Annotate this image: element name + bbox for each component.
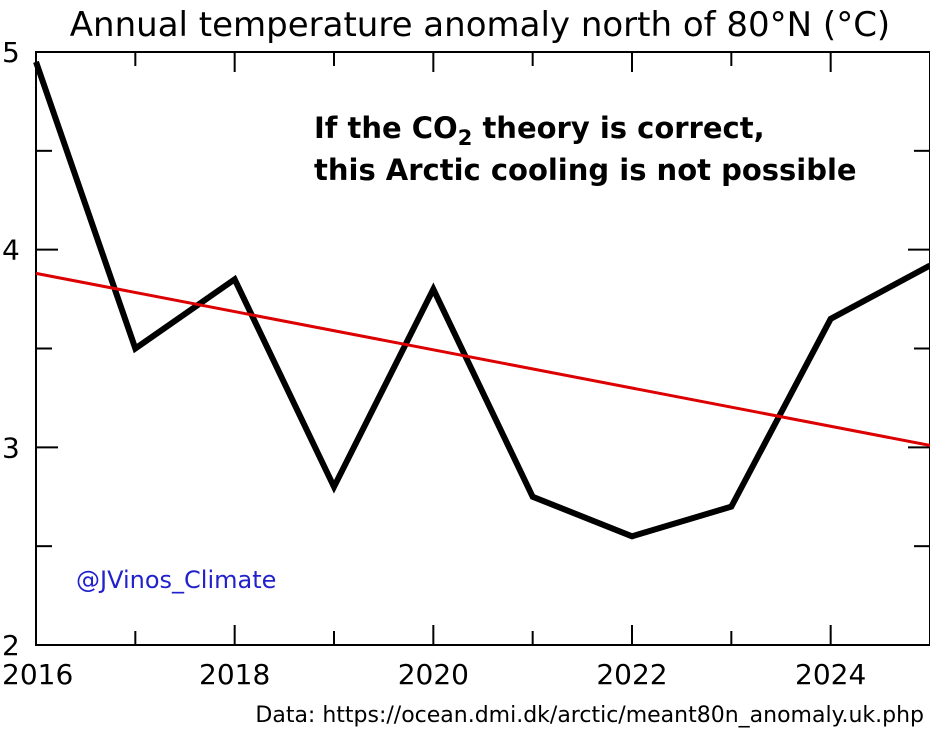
credit-label: @JVinos_Climate	[76, 566, 276, 594]
x-tick-label: 2016	[2, 658, 73, 691]
data-point	[432, 288, 434, 290]
x-tick-label: 2020	[398, 658, 469, 691]
y-tick-label: 3	[2, 431, 20, 464]
x-tick-label: 2024	[795, 658, 866, 691]
data-point	[532, 496, 534, 498]
data-point	[631, 535, 633, 537]
data-point	[234, 278, 236, 280]
series-layer	[33, 60, 930, 540]
y-tick-label: 4	[2, 234, 20, 267]
y-tick-label: 2	[2, 629, 20, 662]
series-line-anomaly	[33, 60, 930, 540]
data-point	[830, 318, 832, 320]
annotation-subscript: 2	[458, 126, 473, 150]
series-line-trend	[35, 271, 930, 447]
data-point	[35, 61, 37, 63]
annotation-line-1-pre: If the CO	[314, 111, 458, 145]
chart-title: Annual temperature anomaly north of 80°N…	[70, 5, 890, 45]
x-tick-label: 2022	[596, 658, 667, 691]
data-point	[134, 348, 136, 349]
axes-layer: 2 3 4 5 2016 2018 2020 2022 2024	[2, 36, 930, 691]
annotation-line-2: this Arctic cooling is not possible	[314, 153, 857, 187]
annotation-line-1-post: theory is correct,	[472, 111, 764, 145]
source-label: Data: https://ocean.dmi.dk/arctic/meant8…	[255, 703, 924, 728]
annotation-line-1: If the CO2 theory is correct,	[314, 111, 765, 150]
y-tick-label: 5	[2, 36, 20, 69]
data-point	[730, 506, 732, 508]
x-tick-label: 2018	[199, 658, 270, 691]
data-point	[333, 486, 335, 488]
